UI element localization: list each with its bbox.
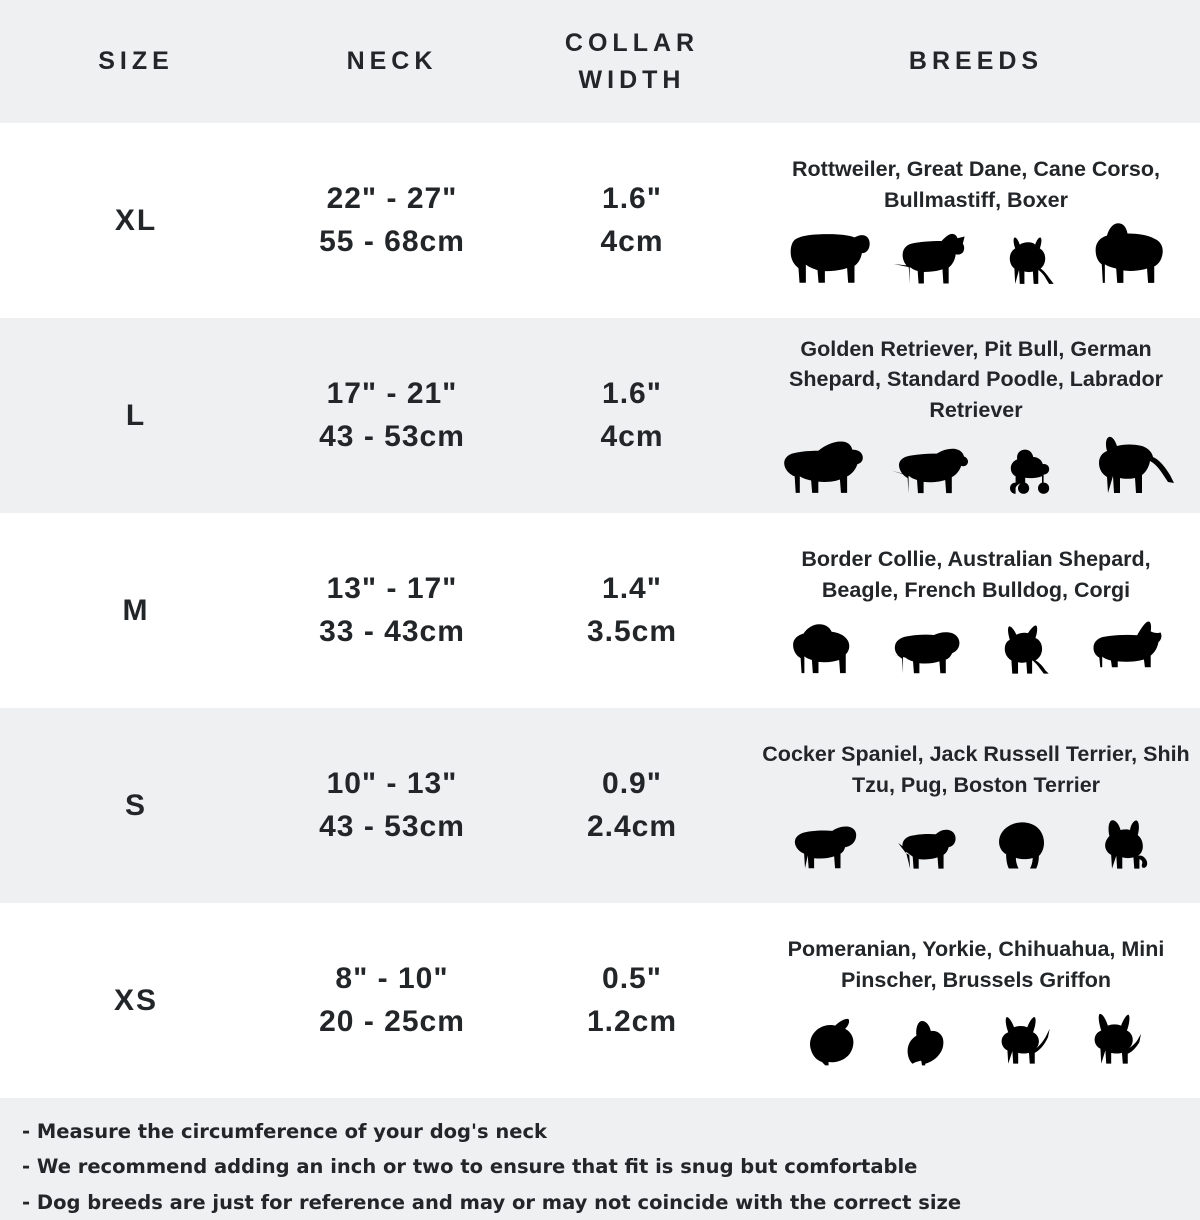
pomeranian-icon — [809, 1018, 853, 1066]
mini-pinscher-icon — [1094, 1013, 1141, 1064]
breed-silhouettes — [773, 431, 1180, 497]
note-item: - We recommend adding an inch or two to … — [22, 1155, 918, 1179]
pug-icon — [1105, 820, 1148, 869]
breeds-list: Border Collie, Australian Shepard, Beagl… — [801, 546, 1151, 602]
neck-inches: 13" - 17" — [326, 571, 458, 605]
breeds-list: Golden Retriever, Pit Bull, German Shepa… — [789, 336, 1163, 422]
cell-collar-width: 1.6" 4cm — [512, 318, 752, 513]
table-body: XL 22" - 27" 55 - 68cm 1.6" 4cm Rottweiler, G… — [0, 123, 1200, 1098]
rottweiler-icon — [790, 234, 870, 283]
cell-size: XL — [0, 123, 272, 318]
column-header-size: SIZE — [98, 47, 174, 76]
size-label: XL — [114, 203, 158, 237]
cell-breeds: Golden Retriever, Pit Bull, German Shepa… — [752, 318, 1200, 513]
neck-inches: 22" - 27" — [326, 181, 458, 215]
chart-notes: - Measure the circumference of your dog'… — [0, 1098, 1200, 1220]
german-shepherd-icon — [1098, 437, 1174, 494]
cell-neck: 8" - 10" 20 - 25cm — [272, 903, 512, 1098]
collar-centimeters: 3.5cm — [586, 614, 678, 648]
neck-inches: 17" - 21" — [326, 376, 458, 410]
size-label: S — [124, 788, 147, 822]
table-row: L 17" - 21" 43 - 53cm 1.6" 4cm Golden Retriev… — [0, 318, 1200, 513]
cell-size: M — [0, 513, 272, 708]
golden-retriever-icon — [783, 441, 863, 494]
breed-silhouettes — [785, 806, 1167, 872]
neck-inches: 10" - 13" — [326, 766, 458, 800]
note-item: - Measure the circumference of your dog'… — [22, 1120, 548, 1143]
column-header-collar-width: COLLAR WIDTH — [564, 29, 700, 94]
neck-centimeters: 43 - 53cm — [319, 419, 465, 453]
doberman-icon — [1009, 237, 1054, 284]
collar-inches: 1.4" — [602, 571, 662, 605]
breeds-list: Cocker Spaniel, Jack Russell Terrier, Sh… — [762, 741, 1190, 797]
cell-collar-width: 1.4" 3.5cm — [512, 513, 752, 708]
breed-silhouettes — [797, 1001, 1156, 1067]
cell-neck: 17" - 21" 43 - 53cm — [272, 318, 512, 513]
cell-size: L — [0, 318, 272, 513]
size-label: L — [125, 398, 147, 432]
collar-inches: 1.6" — [602, 181, 662, 215]
table-row: S 10" - 13" 43 - 53cm 0.9" 2.4cm Cocker Spani… — [0, 708, 1200, 903]
table-row: XS 8" - 10" 20 - 25cm 0.5" 1.2cm Pomeranian, … — [0, 903, 1200, 1098]
column-header-neck: NECK — [346, 47, 438, 76]
cell-collar-width: 0.9" 2.4cm — [512, 708, 752, 903]
cell-breeds: Cocker Spaniel, Jack Russell Terrier, Sh… — [752, 708, 1200, 903]
cell-collar-width: 0.5" 1.2cm — [512, 903, 752, 1098]
cell-size: S — [0, 708, 272, 903]
table-row: M 13" - 17" 33 - 43cm 1.4" 3.5cm Border Colli… — [0, 513, 1200, 708]
column-header-breeds: BREEDS — [908, 47, 1044, 76]
breed-silhouettes — [774, 221, 1179, 287]
bullmastiff-icon — [1095, 223, 1163, 283]
cell-neck: 13" - 17" 33 - 43cm — [272, 513, 512, 708]
cell-breeds: Pomeranian, Yorkie, Chihuahua, Mini Pins… — [752, 903, 1200, 1098]
corgi-icon — [1092, 621, 1161, 668]
neck-centimeters: 43 - 53cm — [319, 809, 465, 843]
cell-neck: 22" - 27" 55 - 68cm — [272, 123, 512, 318]
cell-collar-width: 1.6" 4cm — [512, 123, 752, 318]
great-dane-icon — [893, 233, 965, 284]
neck-centimeters: 55 - 68cm — [319, 224, 465, 258]
french-bulldog-icon — [1004, 625, 1049, 674]
cell-neck: 10" - 13" 43 - 53cm — [272, 708, 512, 903]
collar-inches: 0.9" — [602, 766, 662, 800]
breed-silhouettes — [779, 611, 1174, 677]
cocker-spaniel-icon — [794, 826, 857, 869]
table-header-row: SIZE NECK COLLAR WIDTH BREEDS — [0, 0, 1200, 123]
size-label: XS — [113, 983, 159, 1017]
jack-russell-icon — [898, 829, 956, 869]
poodle-icon — [1009, 449, 1049, 495]
neck-centimeters: 33 - 43cm — [319, 614, 465, 648]
collar-centimeters: 1.2cm — [586, 1004, 678, 1038]
collar-inches: 1.6" — [602, 376, 662, 410]
neck-inches: 8" - 10" — [335, 961, 449, 995]
beagle-icon — [887, 632, 959, 674]
breeds-list: Rottweiler, Great Dane, Cane Corso, Bull… — [792, 156, 1160, 212]
chihuahua-icon — [1001, 1017, 1050, 1064]
border-collie-icon — [792, 624, 849, 674]
collar-centimeters: 4cm — [600, 419, 664, 453]
labrador-icon — [891, 448, 968, 494]
size-label: M — [122, 593, 150, 627]
cell-breeds: Border Collie, Australian Shepard, Beagl… — [752, 513, 1200, 708]
collar-centimeters: 4cm — [600, 224, 664, 258]
cell-breeds: Rottweiler, Great Dane, Cane Corso, Bull… — [752, 123, 1200, 318]
collar-inches: 0.5" — [602, 961, 662, 995]
shih-tzu-icon — [999, 822, 1045, 869]
neck-centimeters: 20 - 25cm — [319, 1004, 465, 1038]
cell-size: XS — [0, 903, 272, 1098]
breeds-list: Pomeranian, Yorkie, Chihuahua, Mini Pins… — [787, 936, 1165, 992]
collar-centimeters: 2.4cm — [586, 809, 678, 843]
yorkie-icon — [907, 1021, 943, 1066]
table-row: XL 22" - 27" 55 - 68cm 1.6" 4cm Rottweiler, G… — [0, 123, 1200, 318]
note-item: - Dog breeds are just for reference and … — [22, 1190, 962, 1214]
